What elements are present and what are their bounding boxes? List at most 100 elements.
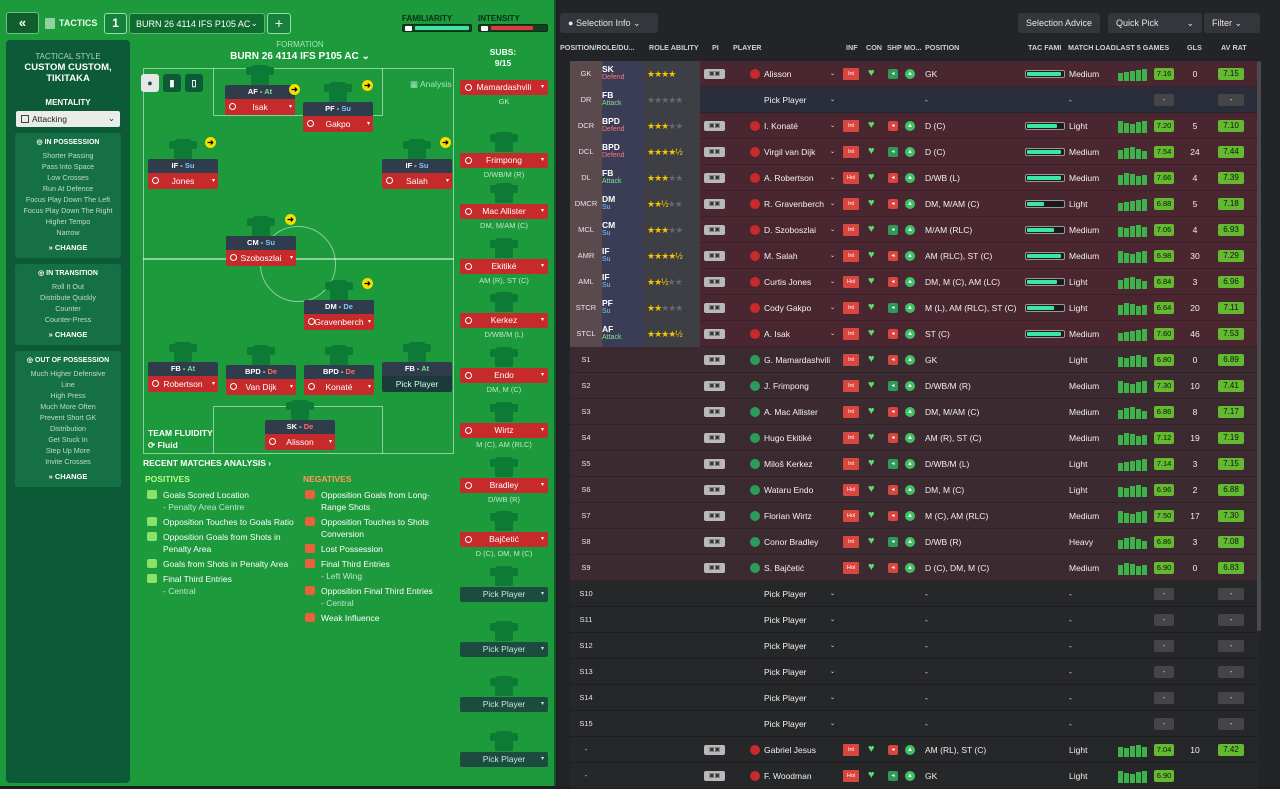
player-name[interactable]: A. Isak ⌄ — [738, 321, 835, 347]
scrollbar[interactable] — [1257, 61, 1261, 631]
player-name[interactable]: I. Konaté ⌄ — [738, 113, 835, 139]
sub-slot[interactable]: Endo ▾ DM, M (C) — [460, 347, 548, 394]
pitch-player-konate[interactable]: BPD - De Konaté ▾ — [304, 345, 374, 395]
in-transition-box[interactable]: ◎ IN TRANSITION Roll It Out Distribute Q… — [15, 264, 121, 345]
filter-dropdown[interactable]: Filter ⌄ — [1204, 13, 1260, 33]
role-duty[interactable]: IF Su — [602, 243, 644, 269]
player-instructions-icon[interactable]: ▣▣ — [704, 355, 725, 365]
sub-slot[interactable]: Kerkez ▾ D/WB/M (L) — [460, 292, 548, 339]
player-name[interactable]: F. Woodman — [738, 763, 835, 789]
header-gls[interactable]: GLS — [1187, 43, 1202, 52]
pitch-player-robertson[interactable]: FB - At Robertson ▾ — [148, 342, 218, 392]
table-row[interactable]: - ▣▣ Gabriel Jesus Int ♥ ◂ ▲ AM (RL), ST (C) Lig… — [570, 737, 1258, 763]
player-name[interactable]: J. Frimpong — [738, 373, 835, 399]
role-duty[interactable]: DM Su — [602, 191, 644, 217]
player-instructions-icon[interactable]: ▣▣ — [704, 303, 725, 313]
negative-item[interactable]: Lost Possession — [303, 543, 453, 555]
player-instructions-icon[interactable]: ▣▣ — [704, 511, 725, 521]
person-icon[interactable]: ● — [141, 74, 159, 92]
negative-item[interactable]: Opposition Touches to Shots Conversion — [303, 516, 453, 540]
role-duty[interactable]: FB Attack — [602, 87, 644, 113]
table-row[interactable]: S7 ▣▣ Florian Wirtz Hol ♥ ◂ ▲ M (C), AM (RLC) Me… — [570, 503, 1258, 529]
quick-pick-button[interactable]: Quick Pick ⌄ — [1108, 13, 1202, 33]
table-row[interactable]: STCR PF Su ★★★★★ ▣▣ Cody Gakpo ⌄ Int ♥ ◂ ▲ M (L), A… — [570, 295, 1258, 321]
change-out-of-possession-button[interactable]: » CHANGE — [48, 472, 88, 481]
table-row[interactable]: S3 ▣▣ A. Mac Allister Int ♥ ◂ ▲ DM, M/AM (C) Med… — [570, 399, 1258, 425]
sub-slot[interactable]: Pick Player ▾ — [460, 731, 548, 767]
role-duty[interactable]: BPD Defend — [602, 139, 644, 165]
header-position[interactable]: POSITION — [925, 43, 960, 52]
pick-player-dropdown[interactable]: Pick Player ⌄ — [764, 589, 835, 599]
player-instructions-icon[interactable]: ▣▣ — [704, 563, 725, 573]
pitch-player-empty-fb[interactable]: FB - At Pick Player — [382, 342, 452, 392]
player-name[interactable]: Conor Bradley — [738, 529, 835, 555]
table-row[interactable]: S1 ▣▣ G. Mamardashvili Int ♥ ◂ ▲ GK Light 6.80 0 6.… — [570, 347, 1258, 373]
negative-item[interactable]: Opposition Final Third Entries - Central — [303, 585, 453, 609]
table-row[interactable]: S8 ▣▣ Conor Bradley Int ♥ ◂ ▲ D/WB (R) Heavy 6.86… — [570, 529, 1258, 555]
table-row[interactable]: S15 Pick Player ⌄ - - - - — [570, 711, 1258, 737]
selection-advice-button[interactable]: Selection Advice — [1018, 13, 1101, 33]
header-position-role[interactable]: POSITION/ROLE/DU... — [560, 43, 635, 52]
tactic-slot-button[interactable]: 1 — [104, 13, 127, 34]
positive-item[interactable]: Goals Scored Location - Penalty Area Cent… — [145, 489, 300, 513]
player-instructions-icon[interactable]: ▣▣ — [704, 199, 725, 209]
positive-item[interactable]: Opposition Goals from Shots in Penalty A… — [145, 531, 300, 555]
player-instructions-icon[interactable]: ▣▣ — [704, 459, 725, 469]
in-possession-box[interactable]: ◎ IN POSSESSION Shorter Passing Pass Int… — [15, 133, 121, 258]
table-row[interactable]: - ▣▣ F. Woodman Hol ♥ ◂ ▲ GK Light 6.90 — [570, 763, 1258, 789]
pick-player-dropdown[interactable]: Pick Player ⌄ — [764, 719, 835, 729]
header-last-5[interactable]: LAST 5 GAMES — [1116, 43, 1170, 52]
table-row[interactable]: MCL CM Su ★★★★★ ▣▣ D. Szoboszlai ⌄ Int ♥ ◂ ▲ M/AM (… — [570, 217, 1258, 243]
player-instructions-icon[interactable]: ▣▣ — [704, 485, 725, 495]
player-name[interactable]: Hugo Ekitiké — [738, 425, 835, 451]
table-row[interactable]: S13 Pick Player ⌄ - - - - — [570, 659, 1258, 685]
table-row[interactable]: AML IF Su ★★½★★ ▣▣ Curtis Jones ⌄ Hol ♥ ◂ ▲ DM, M (… — [570, 269, 1258, 295]
player-name[interactable]: Cody Gakpo ⌄ — [738, 295, 835, 321]
role-duty[interactable]: SK Defend — [602, 61, 644, 87]
table-row[interactable]: S12 Pick Player ⌄ - - - - — [570, 633, 1258, 659]
positive-item[interactable]: Goals from Shots in Penalty Area — [145, 558, 300, 570]
table-row[interactable]: S6 ▣▣ Wataru Endo Hol ♥ ◂ ▲ DM, M (C) Light 6.96 2… — [570, 477, 1258, 503]
player-name[interactable]: M. Salah ⌄ — [738, 243, 835, 269]
table-row[interactable]: DR FB Attack ★★★★★ Pick Player ⌄ - - - - — [570, 87, 1258, 113]
player-instructions-icon[interactable]: ▣▣ — [704, 771, 725, 781]
player-name[interactable]: Virgil van Dijk ⌄ — [738, 139, 835, 165]
table-row[interactable]: S5 ▣▣ Miloš Kerkez Int ♥ ◂ ▲ D/WB/M (L) Light 7.1… — [570, 451, 1258, 477]
player-name[interactable]: R. Gravenberch ⌄ — [738, 191, 835, 217]
player-name[interactable]: A. Robertson ⌄ — [738, 165, 835, 191]
table-row[interactable]: GK SK Defend ★★★★ ▣▣ Alisson ⌄ Int ♥ ◂ ▲ GK Medium 7.… — [570, 61, 1258, 87]
header-role-ability[interactable]: ROLE ABILITY — [649, 43, 699, 52]
analysis-button[interactable]: ▦ Analysis — [410, 79, 452, 89]
positive-item[interactable]: Final Third Entries - Central — [145, 573, 300, 597]
header-inf[interactable]: INF — [846, 43, 858, 52]
pitch-player-jones[interactable]: IF - Su Jones ▾ — [148, 139, 218, 189]
role-duty[interactable]: BPD Defend — [602, 113, 644, 139]
player-name[interactable]: Curtis Jones ⌄ — [738, 269, 835, 295]
negative-item[interactable]: Weak Influence — [303, 612, 453, 624]
player-name[interactable]: S. Bajčetić — [738, 555, 835, 581]
pick-player-dropdown[interactable]: Pick Player ⌄ — [764, 615, 835, 625]
table-row[interactable]: S2 ▣▣ J. Frimpong Int ♥ ◂ ▲ D/WB/M (R) Medium 7.3… — [570, 373, 1258, 399]
player-instructions-icon[interactable]: ▣▣ — [704, 69, 725, 79]
sub-slot[interactable]: Pick Player ▾ — [460, 566, 548, 602]
sub-slot[interactable]: Mac Allister ▾ DM, M/AM (C) — [460, 183, 548, 230]
role-duty[interactable]: FB Attack — [602, 165, 644, 191]
table-row[interactable]: S10 Pick Player ⌄ - - - - — [570, 581, 1258, 607]
header-tac-fami[interactable]: TAC FAMI — [1028, 43, 1062, 52]
header-player[interactable]: PLAYER — [733, 43, 762, 52]
recent-matches-analysis-link[interactable]: RECENT MATCHES ANALYSIS › — [143, 458, 272, 468]
add-tactic-button[interactable]: + — [267, 13, 291, 34]
formation-header[interactable]: FORMATION BURN 26 4114 IFS P105 AC ⌄ — [230, 40, 370, 62]
pitch-player-gravenberch[interactable]: DM - De Gravenberch ▾ — [304, 280, 374, 330]
table-row[interactable]: DMCR DM Su ★★½★★ ▣▣ R. Gravenberch ⌄ Int ♥ ◂ ▲ DM, … — [570, 191, 1258, 217]
role-duty[interactable]: AF Attack — [602, 321, 644, 347]
player-instructions-icon[interactable]: ▣▣ — [704, 537, 725, 547]
table-row[interactable]: S14 Pick Player ⌄ - - - - — [570, 685, 1258, 711]
player-instructions-icon[interactable]: ▣▣ — [704, 745, 725, 755]
player-name[interactable]: G. Mamardashvili — [738, 347, 835, 373]
sub-slot[interactable]: Bajčetić ▾ D (C), DM, M (C) — [460, 511, 548, 558]
header-match-load[interactable]: MATCH LOAD — [1068, 43, 1116, 52]
role-duty[interactable]: IF Su — [602, 269, 644, 295]
role-duty[interactable]: PF Su — [602, 295, 644, 321]
player-instructions-icon[interactable]: ▣▣ — [704, 173, 725, 183]
